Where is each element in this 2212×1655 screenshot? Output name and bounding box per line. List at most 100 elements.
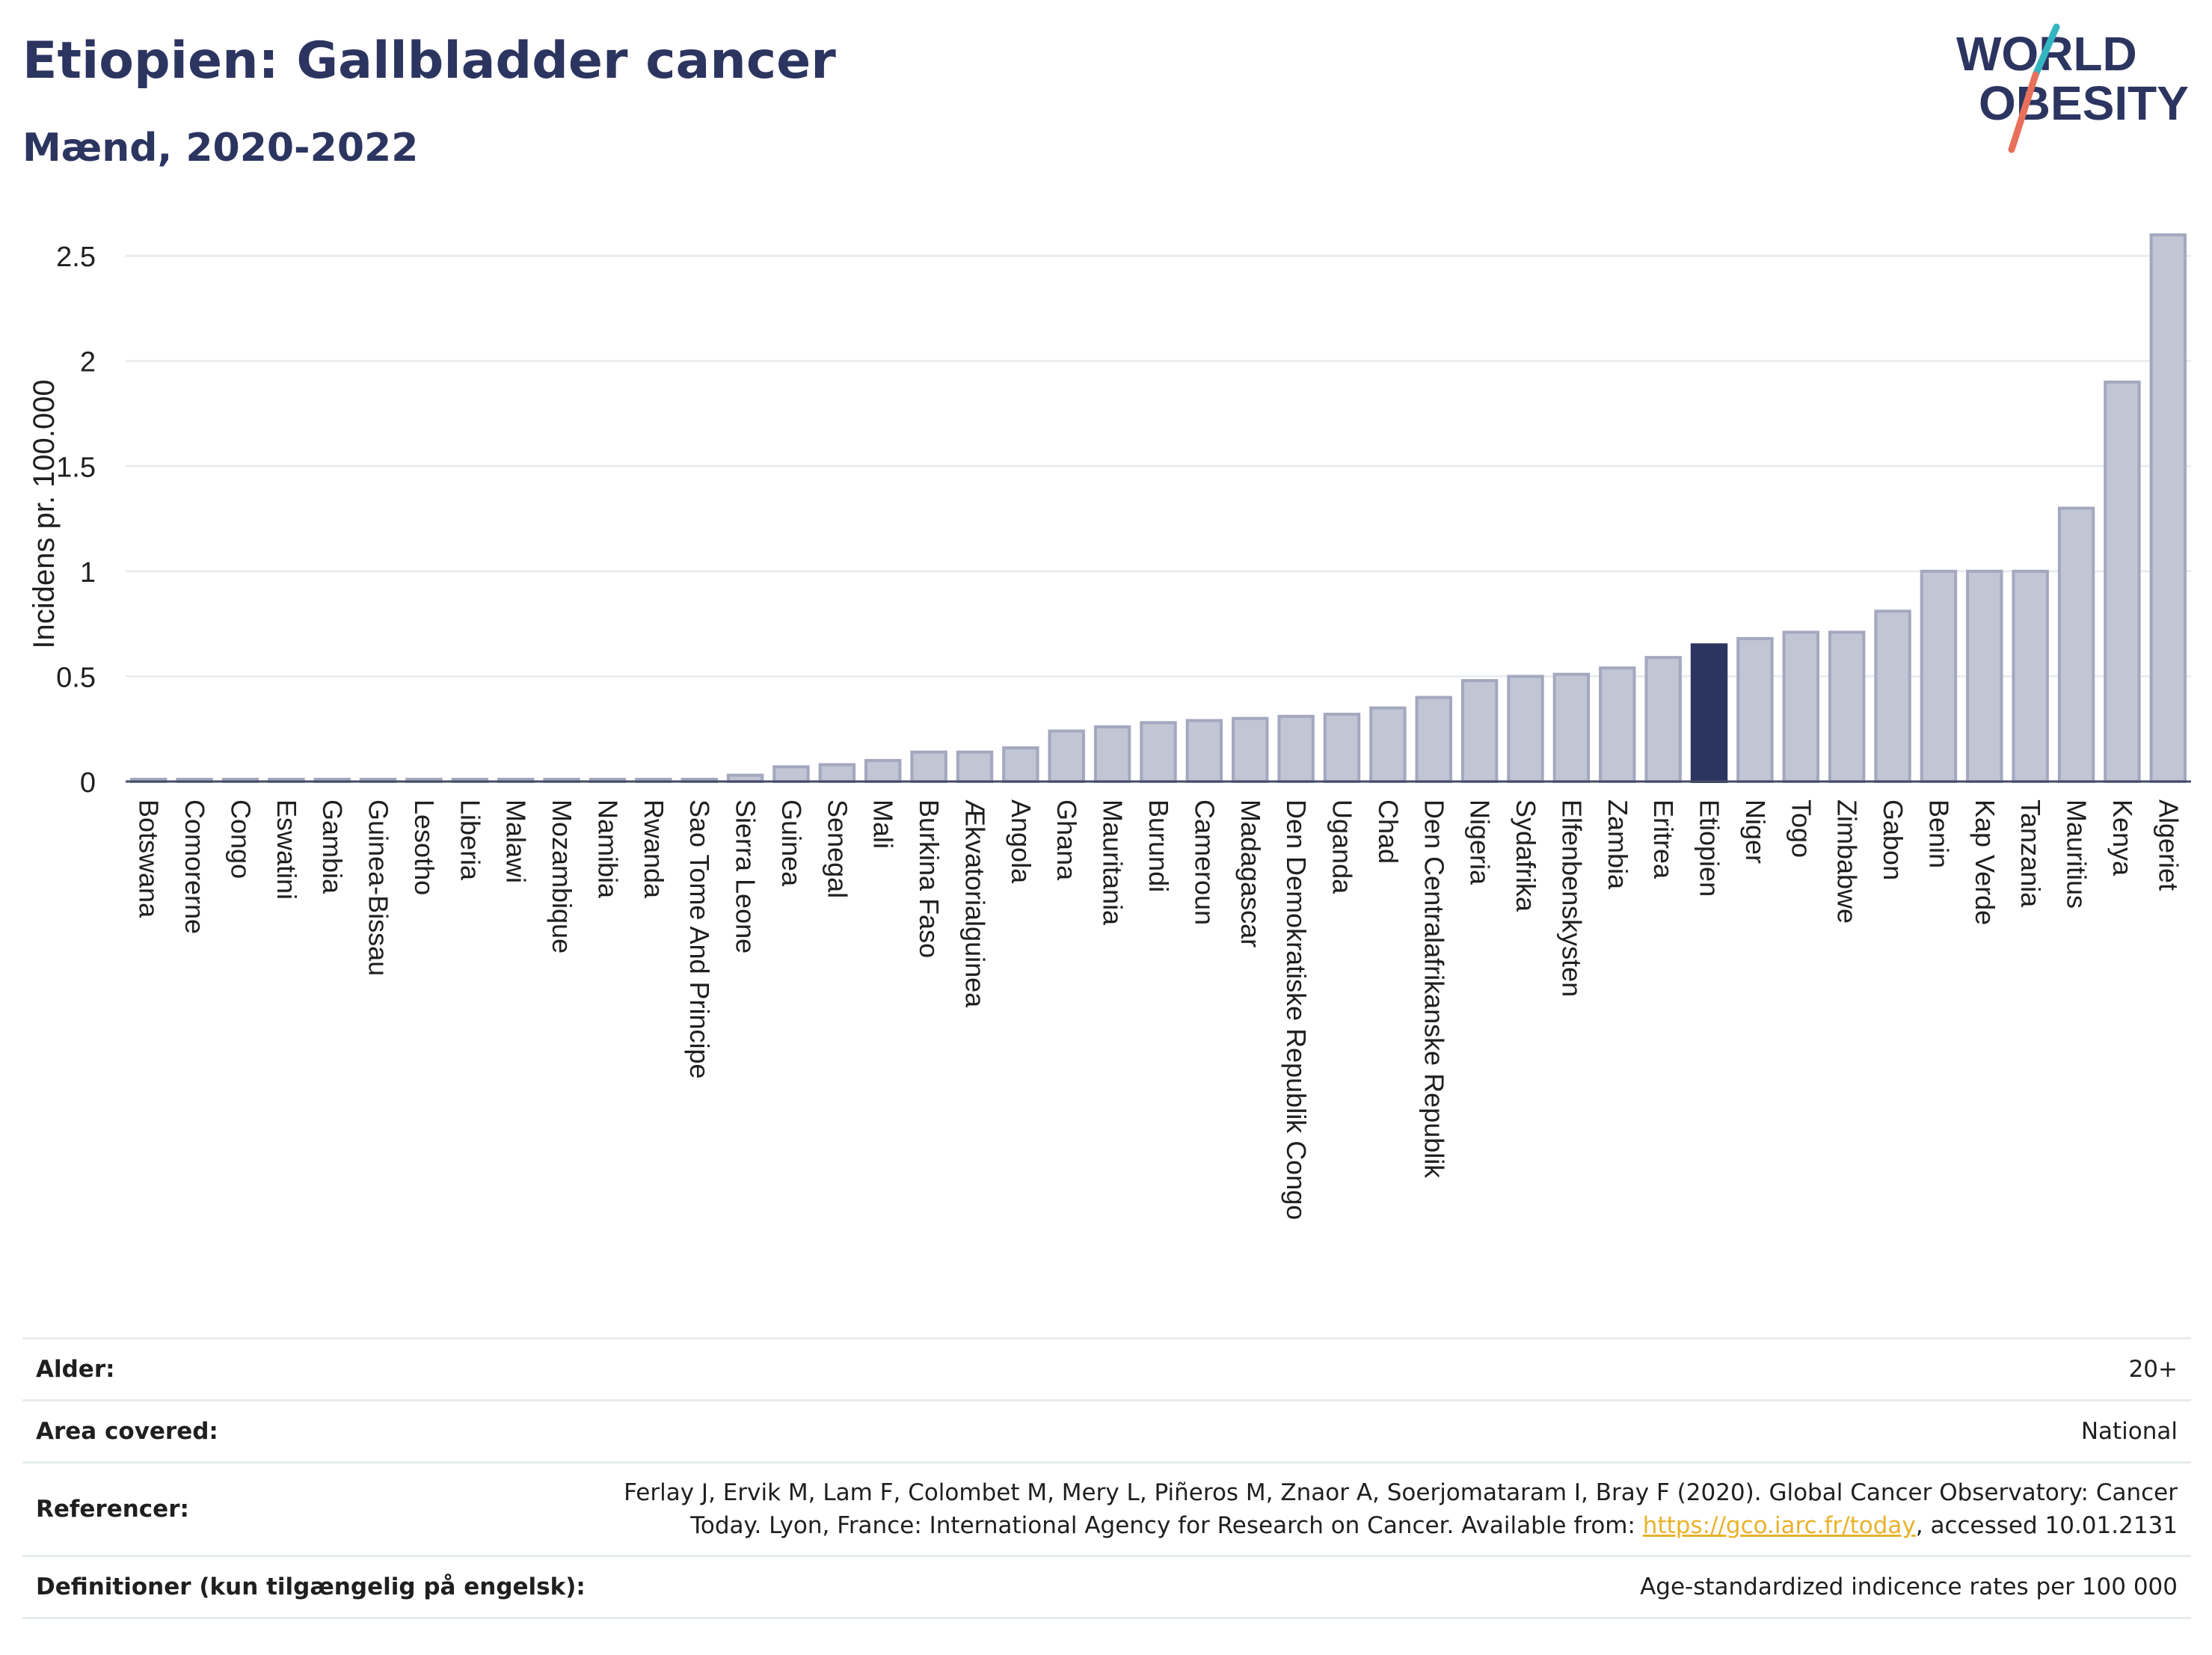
- bar-mali: [864, 758, 902, 783]
- x-tick-label: Mauritania: [1098, 799, 1128, 926]
- x-tick-label: Ækvatorialguinea: [959, 799, 990, 1008]
- x-tick-label: Elfenbenskysten: [1556, 799, 1587, 997]
- references-text-accessed: , accessed 10.01.2131: [1915, 1512, 2178, 1539]
- info-table: Alder: 20+ Area covered: National Refere…: [22, 1337, 2191, 1619]
- bar-kap-verde: [1966, 569, 2003, 783]
- x-tick-label: Cameroun: [1189, 799, 1220, 925]
- x-tick-label: Lesotho: [409, 799, 440, 895]
- x-tick-label: Zambia: [1603, 799, 1633, 890]
- logo-text-obesity: OBESITY: [1979, 76, 2189, 130]
- x-tick-label: Togo: [1786, 799, 1816, 858]
- x-tick-label: Kenya: [2107, 799, 2138, 876]
- bar-benin: [1920, 569, 1958, 783]
- x-tick-label: Botswana: [134, 799, 165, 918]
- x-tick-label: Sierra Leone: [731, 799, 761, 954]
- bar-chad: [1369, 706, 1407, 783]
- area-label: Area covered:: [22, 1399, 602, 1463]
- y-axis-title: Incidens pr. 100.000: [28, 379, 61, 648]
- x-tick-label: Madagascar: [1235, 799, 1266, 948]
- x-tick-label: Angola: [1006, 799, 1036, 884]
- definitions-label: Definitioner (kun tilgængelig på engelsk…: [22, 1555, 602, 1619]
- bar-ghana: [1048, 729, 1085, 784]
- y-tick-label: 1: [80, 557, 96, 589]
- x-tick-label: Rwanda: [639, 799, 669, 899]
- bar-niger: [1736, 636, 1774, 784]
- x-tick-label: Kap Verde: [1970, 799, 2000, 925]
- x-tick-label: Guinea-Bissau: [363, 799, 394, 976]
- references-value: Ferlay J, Ervik M, Lam F, Colombet M, Me…: [601, 1461, 2191, 1556]
- y-tick-label: 1.5: [56, 452, 96, 483]
- references-label: Referencer:: [22, 1461, 602, 1556]
- bar-cameroun: [1185, 719, 1223, 783]
- bar-madagascar: [1232, 716, 1269, 784]
- bar-guinea: [772, 765, 810, 784]
- bar-etiopien: [1690, 643, 1728, 784]
- x-tick-label: Guinea: [776, 799, 807, 887]
- bar-mauritania: [1093, 725, 1131, 783]
- x-tick-label: Den Centralafrikanske Republik: [1419, 799, 1449, 1179]
- world-obesity-logo: WORLD OBESITY: [1956, 23, 2189, 153]
- x-tick-label: Tanzania: [2015, 799, 2046, 908]
- page-subtitle: Mænd, 2020-2022: [22, 126, 419, 171]
- x-tick-label: Malawi: [501, 799, 532, 883]
- y-tick-label: 0.5: [56, 662, 96, 693]
- x-tick-label: Nigeria: [1465, 799, 1496, 885]
- definitions-value: Age-standardized indicence rates per 100…: [601, 1555, 2191, 1619]
- age-value: 20+: [601, 1337, 2191, 1401]
- y-tick-label: 2.5: [56, 242, 96, 273]
- info-row-area: Area covered: National: [22, 1399, 2191, 1463]
- x-tick-label: Ghana: [1051, 799, 1082, 881]
- bar-burkina-faso: [910, 750, 947, 783]
- bar-zambia: [1599, 666, 1636, 783]
- x-tick-label: Mauritius: [2062, 799, 2092, 909]
- bar-elfenbenskysten: [1552, 672, 1591, 783]
- x-tick-label: Mali: [868, 799, 899, 849]
- y-tick-label: 0: [80, 767, 96, 799]
- bar-nigeria: [1460, 679, 1499, 783]
- bar-togo: [1782, 630, 1819, 784]
- y-axis-ticks: 0 0.5 1 1.5 2 2.5: [56, 242, 96, 799]
- bar-den-centralafrikanske-republik: [1415, 696, 1452, 784]
- bar-algeriet: [2149, 233, 2187, 784]
- x-tick-label: Gambia: [317, 799, 348, 894]
- bar-uganda: [1323, 713, 1361, 783]
- info-row-references: Referencer: Ferlay J, Ervik M, Lam F, Co…: [22, 1461, 2191, 1556]
- x-tick-label: Niger: [1740, 799, 1771, 864]
- bars: [129, 233, 2187, 784]
- bar-eritrea: [1644, 656, 1682, 783]
- x-tick-label: Eswatini: [271, 799, 302, 900]
- x-tick-label: Liberia: [455, 799, 485, 881]
- x-tick-label: Burundi: [1143, 799, 1174, 892]
- y-tick-label: 2: [80, 347, 96, 378]
- bar-tanzania: [2012, 569, 2049, 783]
- age-label: Alder:: [22, 1337, 602, 1401]
- info-row-definitions: Definitioner (kun tilgængelig på engelsk…: [22, 1555, 2191, 1619]
- references-link[interactable]: https://gco.iarc.fr/today: [1642, 1512, 1916, 1539]
- x-tick-label: Benin: [1923, 799, 1954, 868]
- bar-chart: 0 0.5 1 1.5 2 2.5 Botswana Comorerne Congo Eswat…: [28, 233, 2191, 1220]
- x-tick-label: Mozambique: [547, 799, 577, 954]
- x-tick-label: Den Demokratiske Republik Congo: [1281, 799, 1312, 1220]
- bar-sydafrika: [1507, 675, 1544, 783]
- logo-slash-coral: [2008, 71, 2039, 153]
- bar-gabon: [1874, 610, 1911, 783]
- page-title: Etiopien: Gallbladder cancer: [22, 31, 836, 90]
- x-tick-label: Eritrea: [1648, 799, 1679, 879]
- x-tick-label: Zimbabwe: [1832, 799, 1863, 924]
- x-tick-label: Congo: [225, 799, 256, 879]
- x-tick-label: Gabon: [1878, 799, 1908, 880]
- references-text-line2: Today. Lyon, France: International Agenc…: [690, 1512, 1643, 1539]
- x-axis-labels: Botswana Comorerne Congo Eswatini Gambia Guin…: [134, 799, 2184, 1220]
- bar-kenya: [2104, 380, 2141, 783]
- references-text-line1: Ferlay J, Ervik M, Lam F, Colombet M, Me…: [624, 1479, 2178, 1506]
- x-tick-label: Sao Tome And Principe: [684, 799, 715, 1079]
- x-tick-label: Sydafrika: [1511, 799, 1541, 912]
- x-tick-label: Chad: [1373, 799, 1404, 864]
- x-tick-label: Etiopien: [1695, 799, 1725, 897]
- area-value: National: [601, 1399, 2191, 1463]
- x-tick-label: Algeriet: [2153, 799, 2184, 891]
- bar-senegal: [818, 763, 856, 784]
- bar-ækvatorialguinea: [956, 750, 994, 783]
- x-tick-label: Comorerne: [179, 799, 210, 934]
- x-tick-label: Namibia: [592, 799, 623, 899]
